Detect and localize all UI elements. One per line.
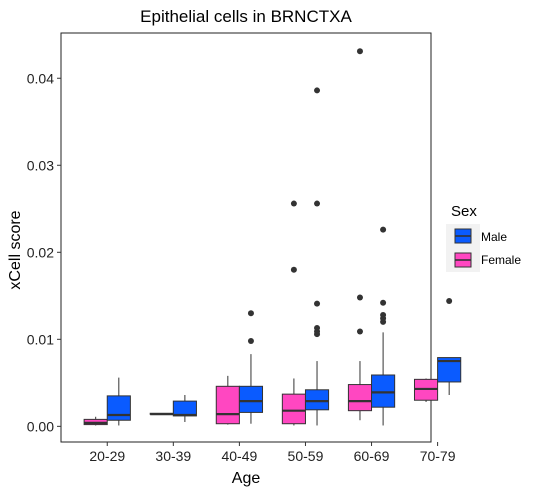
male-box [106,395,131,421]
male-box [238,385,264,413]
legend-title: Sex [451,203,477,220]
male-box [172,400,197,417]
male-outlier [380,226,387,233]
y-axis-title: xCell score [7,210,24,289]
male-outlier [380,299,387,306]
y-axis: 0.00 0.01 0.02 0.03 0.04 [27,70,61,434]
plot-panel [60,32,432,443]
female-box [215,385,240,425]
male-outlier [446,298,453,305]
legend-label-female: Female [481,253,521,267]
male-outlier [314,325,321,332]
boxes [83,48,462,426]
x-axis-title: Age [232,470,261,487]
female-box [347,384,373,412]
female-outlier [356,48,363,55]
x-tick-label: 40-49 [221,448,257,464]
y-tick-label: 0.00 [27,418,54,434]
y-tick-label: 0.01 [27,331,54,347]
y-tick-label: 0.02 [27,244,54,260]
chart-title: Epithelial cells in BRNCTXA [140,7,352,26]
legend-label-male: Male [481,230,507,244]
male-box [437,357,462,383]
x-tick-label: 70-79 [420,448,456,464]
female-outlier [356,328,363,335]
x-tick-label: 60-69 [354,448,390,464]
male-outlier [247,310,254,317]
y-tick-label: 0.03 [27,157,54,173]
female-outlier [356,294,363,301]
male-outlier [314,87,321,94]
male-outlier [380,311,387,318]
x-axis: 20-29 30-39 40-49 50-59 60-69 70-79 [89,442,456,464]
male-box [304,389,330,411]
x-tick-label: 30-39 [155,448,191,464]
female-box [281,393,306,425]
male-box [371,374,396,408]
male-outlier [314,300,321,307]
male-outlier [247,338,254,345]
x-tick-label: 50-59 [288,448,324,464]
y-tick-label: 0.04 [27,70,54,86]
male-outlier [314,200,321,207]
female-outlier [290,266,297,273]
legend: Sex Male Female [446,203,521,272]
female-outlier [290,200,297,207]
x-tick-label: 20-29 [89,448,125,464]
